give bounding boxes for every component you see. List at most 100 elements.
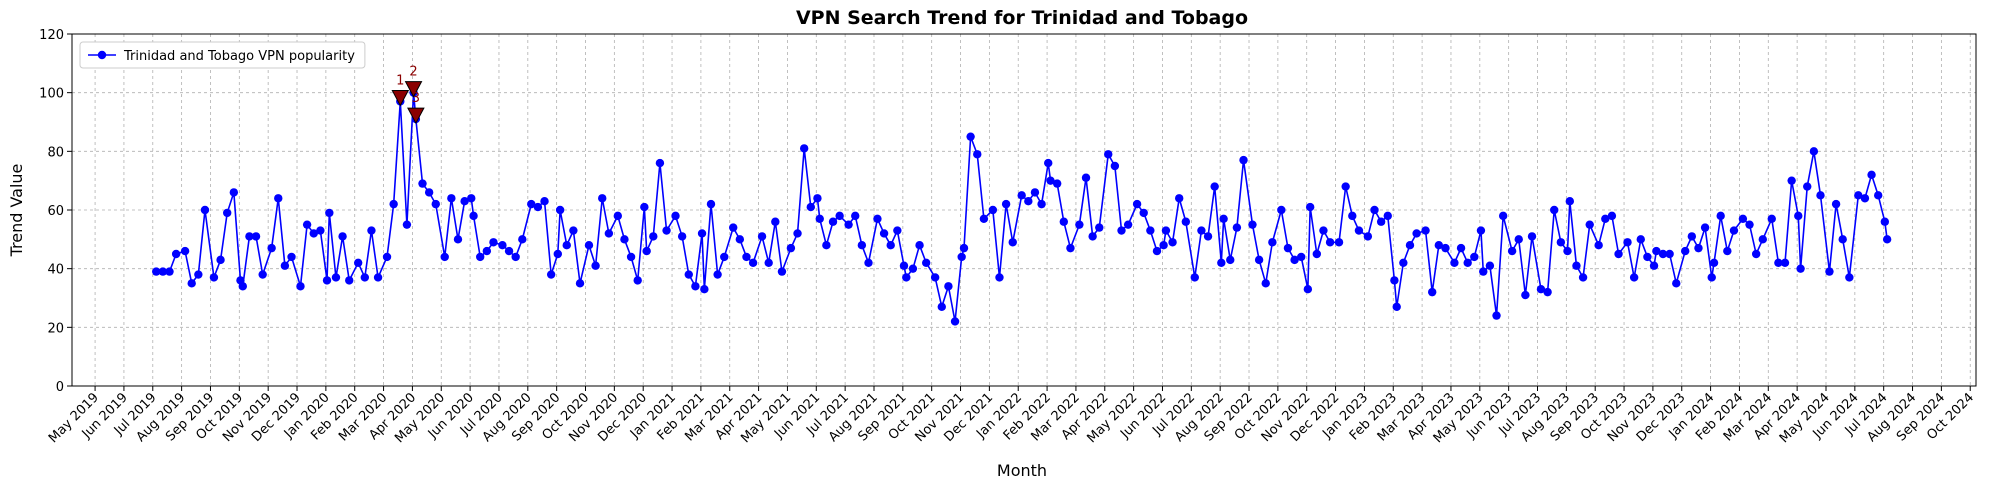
data-point xyxy=(1030,188,1040,197)
data-point xyxy=(806,202,815,212)
data-point xyxy=(1066,243,1075,253)
data-point xyxy=(979,214,989,223)
data-point xyxy=(1354,226,1364,235)
data-point xyxy=(613,211,623,221)
data-point xyxy=(152,267,161,276)
data-point xyxy=(209,273,219,282)
data-point xyxy=(1370,205,1379,215)
data-point xyxy=(1658,249,1668,259)
y-axis-label: Trend Value xyxy=(7,164,26,258)
data-point xyxy=(1363,232,1373,241)
data-point xyxy=(662,226,671,235)
data-point xyxy=(857,241,867,250)
data-point xyxy=(1681,246,1690,256)
data-point xyxy=(908,264,918,273)
y-tick-label: 40 xyxy=(47,263,64,278)
y-tick-label: 0 xyxy=(56,380,64,395)
data-point xyxy=(1774,258,1783,267)
data-point xyxy=(158,267,168,276)
data-point xyxy=(274,194,283,203)
data-point xyxy=(238,282,247,291)
data-point xyxy=(1254,255,1264,265)
data-point xyxy=(713,270,722,279)
data-point xyxy=(697,229,707,238)
data-point xyxy=(1723,246,1732,256)
data-point xyxy=(1095,223,1104,232)
data-point xyxy=(1838,235,1847,244)
data-point xyxy=(258,270,267,279)
data-point xyxy=(1283,243,1293,253)
data-point xyxy=(1594,241,1603,250)
data-point xyxy=(1024,197,1033,206)
data-point xyxy=(835,211,844,221)
data-point xyxy=(1319,226,1328,235)
data-point xyxy=(1190,273,1199,282)
data-point xyxy=(988,205,998,215)
data-point xyxy=(1652,246,1661,256)
data-point xyxy=(187,279,196,288)
data-point xyxy=(1261,279,1270,288)
data-point xyxy=(1643,252,1652,262)
data-point xyxy=(353,258,363,267)
data-point xyxy=(873,214,882,223)
legend: Trinidad and Tobago VPN popularity xyxy=(79,41,366,69)
data-point xyxy=(642,246,651,256)
data-point xyxy=(879,229,889,238)
data-point xyxy=(671,211,680,221)
data-point xyxy=(440,252,449,262)
data-point xyxy=(655,158,665,168)
data-point xyxy=(1450,258,1459,267)
data-point xyxy=(1001,199,1011,209)
data-point xyxy=(591,261,600,270)
data-point xyxy=(280,261,290,270)
annotation-marker xyxy=(404,81,423,98)
data-point xyxy=(815,214,824,223)
data-point xyxy=(893,226,902,235)
legend-box xyxy=(79,41,366,69)
data-point xyxy=(1152,246,1162,256)
data-point xyxy=(1585,220,1594,229)
data-point xyxy=(504,246,514,256)
data-point xyxy=(1816,191,1825,200)
data-point xyxy=(921,258,931,267)
data-point xyxy=(562,241,571,250)
data-point xyxy=(431,199,440,209)
data-point xyxy=(1037,199,1046,209)
annotation-marker xyxy=(407,107,425,125)
data-point xyxy=(1376,217,1386,226)
data-point xyxy=(200,205,210,215)
data-point xyxy=(555,205,565,215)
data-point xyxy=(1075,220,1084,229)
data-point xyxy=(540,197,549,206)
data-point xyxy=(950,317,960,326)
data-point xyxy=(995,273,1004,282)
data-point xyxy=(1507,246,1517,256)
data-point xyxy=(1239,155,1248,165)
data-point xyxy=(1751,249,1761,259)
data-point xyxy=(1716,211,1725,221)
data-point xyxy=(793,229,802,238)
data-point xyxy=(729,223,738,232)
data-point xyxy=(1787,176,1796,185)
data-point xyxy=(1607,211,1617,221)
data-point xyxy=(1312,249,1322,259)
data-point xyxy=(1527,232,1537,241)
data-point xyxy=(316,226,325,235)
data-point xyxy=(1729,226,1739,235)
data-point xyxy=(944,282,953,291)
data-point xyxy=(1665,249,1674,259)
data-point xyxy=(180,246,190,256)
data-point xyxy=(418,179,427,188)
data-point xyxy=(402,220,412,229)
data-point xyxy=(476,252,485,262)
y-tick-label: 120 xyxy=(39,28,64,43)
data-point xyxy=(194,270,203,279)
data-point xyxy=(1008,238,1017,247)
data-point xyxy=(216,255,225,265)
data-point xyxy=(1614,249,1623,259)
data-point xyxy=(1476,226,1486,235)
data-point xyxy=(1052,179,1062,188)
data-point xyxy=(1700,223,1710,232)
data-point xyxy=(1081,173,1091,182)
data-point xyxy=(584,241,594,250)
